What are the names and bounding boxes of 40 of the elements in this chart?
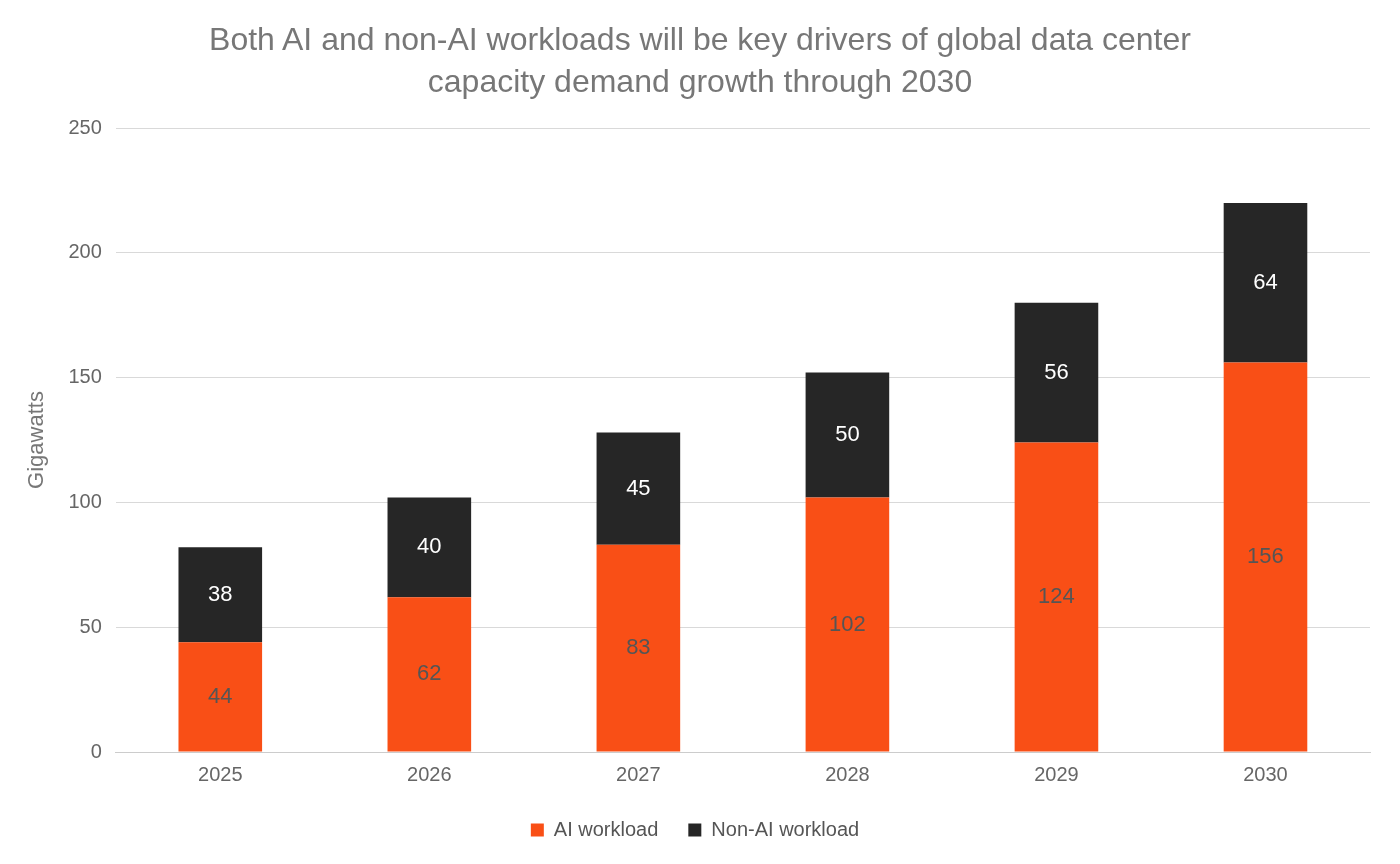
bar	[1223, 362, 1308, 752]
data-label: 45	[626, 474, 651, 500]
chart-title: Both AI and non-AI workloads will be key drivers of global data center capacity demand growth through 2030	[208, 20, 1192, 101]
bar	[178, 642, 263, 752]
bar	[1223, 202, 1308, 363]
x-tick-label: 2026	[407, 762, 452, 785]
y-tick-label: 150	[68, 365, 102, 388]
y-tick-label: 50	[79, 614, 102, 637]
y-axis-title: Gigawatts	[23, 391, 49, 489]
y-tick-label: 100	[68, 489, 102, 512]
y-tick-label: 0	[90, 739, 102, 762]
data-label: 83	[626, 634, 651, 660]
data-label: 56	[1044, 358, 1069, 384]
data-label: 38	[208, 580, 233, 606]
data-label: 50	[835, 421, 860, 447]
bar	[387, 497, 472, 598]
data-label: 64	[1253, 268, 1278, 294]
x-tick-label: 2025	[198, 762, 243, 785]
data-label: 62	[417, 660, 442, 686]
data-label: 40	[417, 533, 442, 559]
x-tick-label: 2027	[616, 762, 661, 785]
x-tick-label: 2029	[1034, 762, 1079, 785]
bar	[1014, 302, 1099, 443]
bar	[387, 597, 472, 752]
data-label: 124	[1038, 583, 1075, 609]
legend-label: AI workload	[553, 817, 659, 840]
bar	[805, 372, 890, 498]
x-tick-label: 2028	[825, 762, 870, 785]
legend-label: Non-AI workload	[711, 817, 860, 840]
x-tick-label: 2030	[1243, 762, 1288, 785]
y-tick-label: 250	[68, 115, 102, 138]
data-label: 156	[1247, 543, 1284, 569]
bar	[596, 544, 681, 752]
bar	[805, 497, 890, 752]
data-label: 44	[208, 682, 233, 708]
bar	[1014, 442, 1099, 752]
data-label: 102	[829, 610, 866, 636]
bar	[178, 547, 263, 643]
y-tick-label: 200	[68, 240, 102, 263]
bar	[596, 432, 681, 545]
